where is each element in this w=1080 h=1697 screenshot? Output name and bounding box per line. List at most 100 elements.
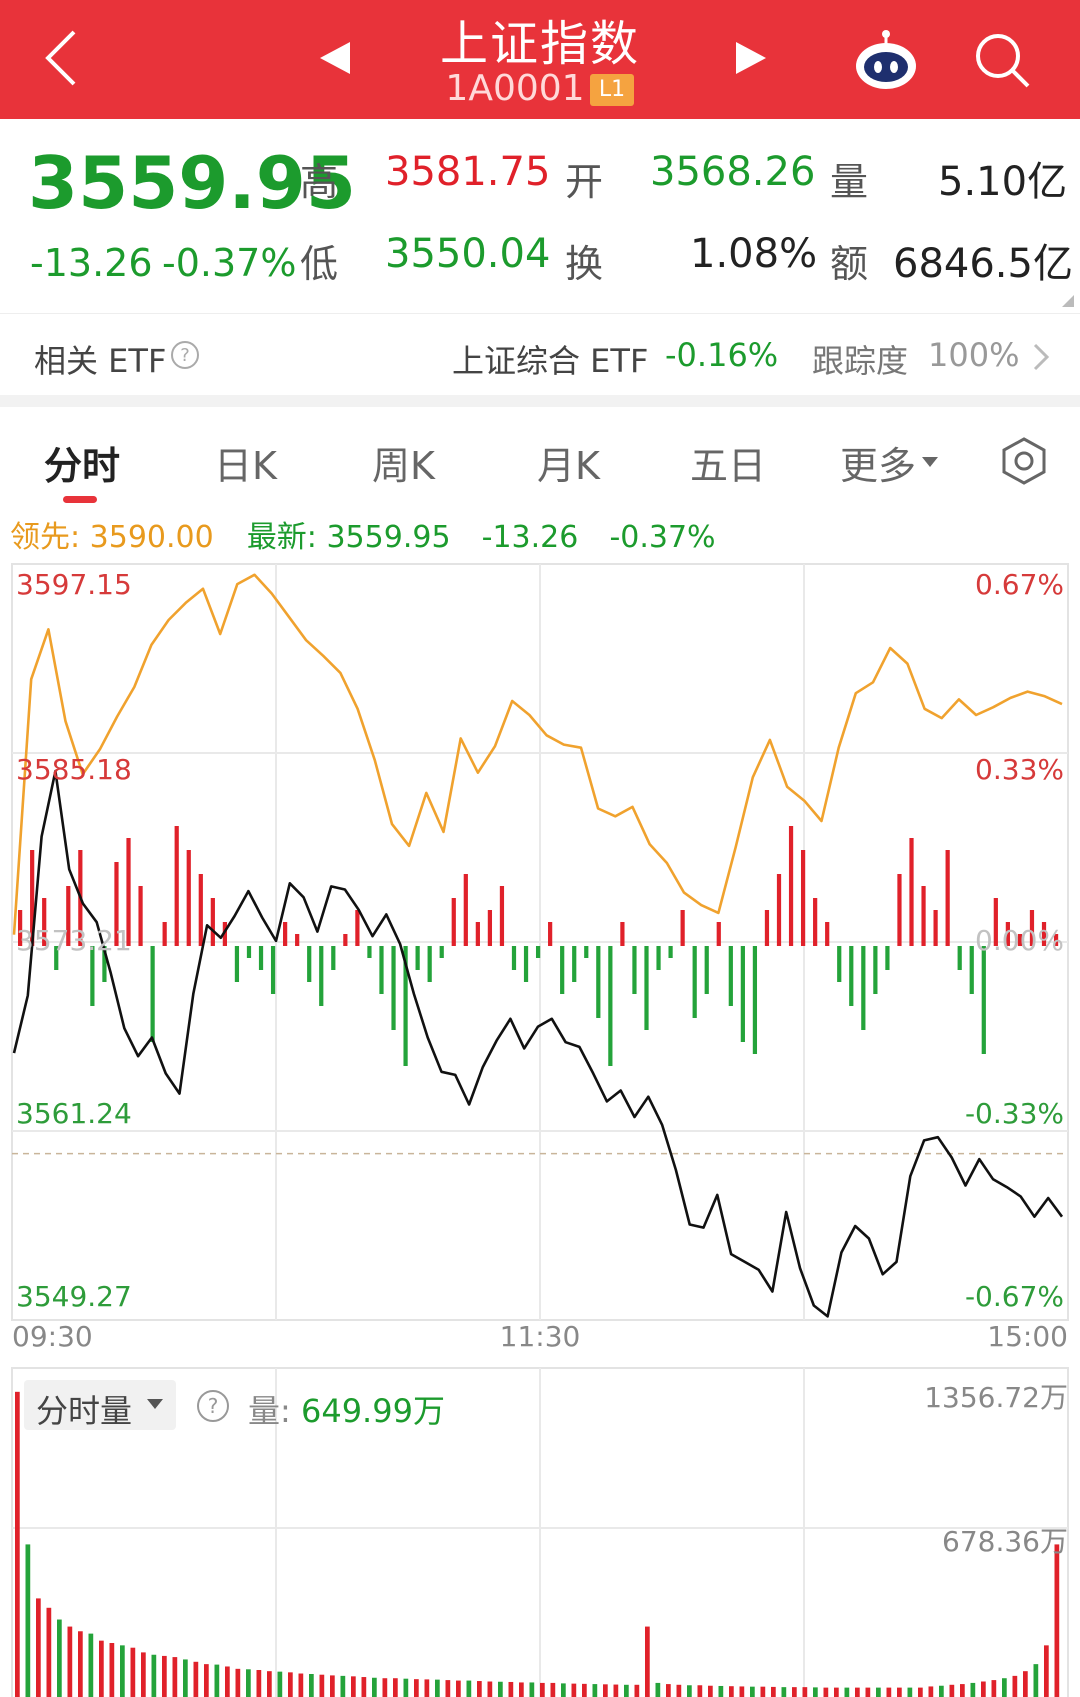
- tab-intraday[interactable]: 分时: [44, 444, 121, 488]
- active-tab-indicator: [63, 496, 97, 503]
- momentum-bar: [560, 946, 565, 994]
- low-label: 低: [300, 242, 339, 286]
- volume-bar: [750, 1686, 755, 1697]
- momentum-bar: [42, 898, 47, 946]
- volume-bar: [309, 1673, 314, 1697]
- volume-bar: [57, 1619, 62, 1697]
- momentum-bar: [981, 946, 986, 1054]
- search-icon[interactable]: [972, 30, 1034, 92]
- volume-bar: [823, 1687, 829, 1697]
- volume-chart[interactable]: [0, 1360, 1080, 1697]
- volume-bar: [907, 1687, 913, 1697]
- momentum-bar: [885, 946, 890, 970]
- volume-label: 量: [830, 160, 869, 204]
- volume-bar: [876, 1687, 881, 1697]
- y-tick-left: 3549.27: [16, 1280, 132, 1313]
- volume-bar: [445, 1680, 451, 1697]
- momentum-bar: [933, 910, 938, 946]
- momentum-bar: [427, 946, 432, 982]
- volume-bar: [655, 1682, 661, 1697]
- momentum-bar: [270, 946, 276, 994]
- related-etf-row[interactable]: 相关 ETF ? 上证综合 ETF -0.16% 跟踪度 100%: [0, 313, 1080, 396]
- tab-weekly-k[interactable]: 周K: [372, 444, 435, 488]
- volume-bar: [393, 1678, 398, 1697]
- svg-text:?: ?: [180, 345, 190, 366]
- volume-bar: [1012, 1675, 1018, 1697]
- volume-bar: [67, 1626, 73, 1697]
- robot-icon[interactable]: [852, 26, 920, 94]
- momentum-bar: [222, 922, 227, 946]
- momentum-bar: [764, 910, 770, 946]
- volume-bar: [466, 1680, 472, 1697]
- volume-bar: [88, 1633, 94, 1697]
- momentum-bar: [897, 874, 902, 946]
- momentum-bar: [716, 922, 721, 946]
- momentum-bar: [499, 886, 505, 946]
- volume-bar: [246, 1669, 251, 1697]
- momentum-bar: [608, 946, 613, 1066]
- volume-bar: [729, 1686, 734, 1697]
- volume-bar: [886, 1687, 892, 1697]
- momentum-bar: [475, 922, 480, 946]
- open-value: 3568.26: [650, 149, 816, 195]
- volume-bar: [897, 1687, 902, 1697]
- tab-daily-k[interactable]: 日K: [214, 444, 277, 488]
- volume-bar: [760, 1686, 766, 1697]
- help-icon[interactable]: ?: [195, 1388, 231, 1424]
- price-change: -13.26: [30, 241, 153, 285]
- tab-more[interactable]: 更多: [840, 444, 917, 488]
- x-tick: 15:00: [987, 1320, 1068, 1350]
- page-title: 上证指数: [439, 16, 640, 72]
- volume-bar: [676, 1684, 682, 1697]
- leading-value: 3590.00: [89, 520, 214, 555]
- turnover-value: 1.08%: [690, 231, 818, 277]
- volume-bar: [561, 1683, 566, 1697]
- momentum-bar: [584, 946, 589, 958]
- tab-five-day[interactable]: 五日: [690, 444, 767, 488]
- momentum-bar: [487, 910, 493, 946]
- help-icon[interactable]: ?: [170, 340, 200, 370]
- momentum-bar: [535, 946, 541, 958]
- volume-type-selector[interactable]: 分时量: [24, 1380, 176, 1430]
- amount-label: 额: [830, 242, 869, 286]
- volume-bar: [330, 1675, 335, 1697]
- intraday-chart[interactable]: 3597.15 3585.18 3573.21 3561.24 3549.27 0.67%…: [0, 560, 1080, 1350]
- volume-bar: [739, 1686, 745, 1697]
- volume-bar: [172, 1657, 178, 1697]
- momentum-bar: [800, 850, 806, 946]
- back-icon[interactable]: [40, 28, 80, 88]
- volume-bar: [340, 1675, 346, 1697]
- volume-bar: [477, 1681, 482, 1697]
- y-tick-right: 0.00%: [975, 924, 1064, 957]
- open-label: 开: [565, 160, 604, 204]
- dropdown-icon[interactable]: [920, 455, 940, 469]
- volume-bar: [519, 1682, 524, 1697]
- price-change-pct: -0.37%: [162, 241, 297, 285]
- volume-bar: [865, 1687, 871, 1697]
- settings-icon[interactable]: [998, 435, 1050, 487]
- tracking-value: 100%: [928, 336, 1020, 374]
- volume-bar: [214, 1664, 220, 1697]
- prev-icon[interactable]: [316, 40, 352, 76]
- momentum-bar: [403, 946, 408, 1066]
- quote-panel: 3559.95 -13.26 -0.37% 高 3581.75 低 3550.0…: [0, 119, 1080, 319]
- volume-bar: [256, 1670, 262, 1697]
- volume-bar: [382, 1678, 388, 1697]
- momentum-bar: [355, 910, 360, 946]
- volume-bar: [718, 1685, 724, 1697]
- y-tick-left: 3561.24: [16, 1097, 132, 1130]
- volume-bar: [540, 1682, 545, 1697]
- momentum-bar: [319, 946, 324, 1006]
- tab-monthly-k[interactable]: 月K: [537, 444, 600, 488]
- volume-bar: [372, 1677, 377, 1697]
- volume-bar: [78, 1631, 83, 1697]
- chart-tabs: 分时 日K 周K 月K 五日 更多: [0, 407, 1080, 507]
- chevron-right-icon[interactable]: [1032, 342, 1050, 372]
- tracking-label: 跟踪度: [812, 342, 909, 380]
- volume-bar: [603, 1684, 608, 1697]
- momentum-bar: [849, 946, 854, 1006]
- next-icon[interactable]: [734, 40, 770, 76]
- y-tick-left: 3573.21: [16, 924, 132, 957]
- momentum-bar: [692, 946, 697, 1018]
- momentum-bar: [234, 946, 240, 982]
